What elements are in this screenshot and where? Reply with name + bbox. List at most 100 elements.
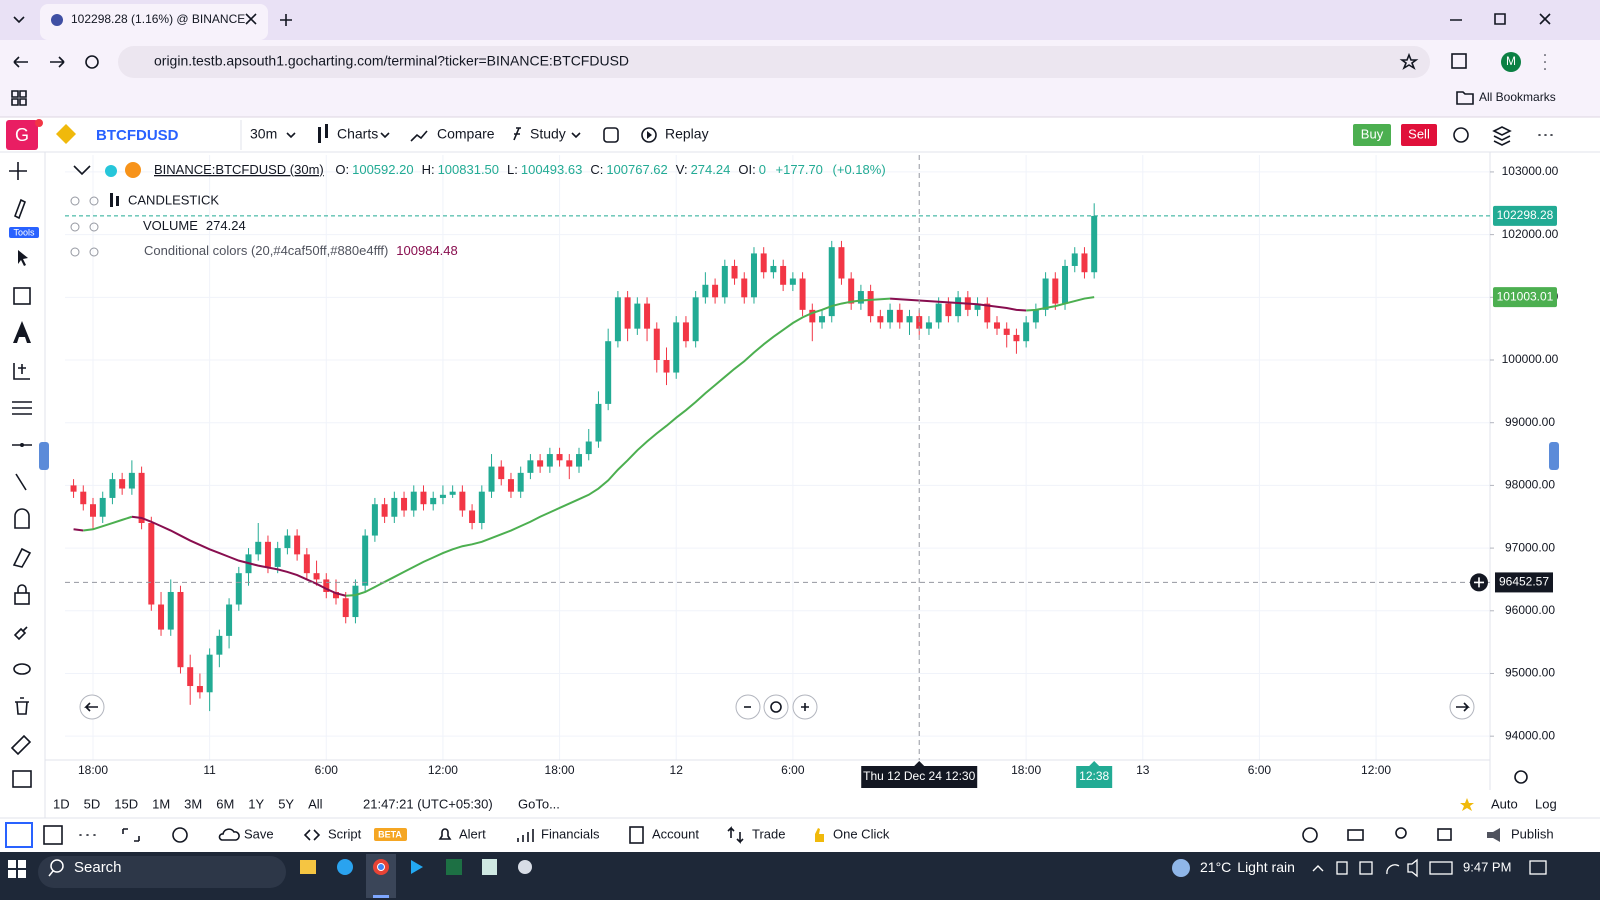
menu-charts[interactable]: Charts [337, 126, 378, 142]
address-bar[interactable] [118, 46, 1430, 78]
tool-lock[interactable] [14, 592, 30, 605]
tool-manage[interactable] [12, 770, 32, 788]
range-button[interactable]: 1Y [248, 796, 264, 811]
app-logo[interactable] [6, 120, 38, 150]
zoom-reset[interactable] [763, 694, 789, 720]
app-excel[interactable] [446, 859, 462, 875]
layers[interactable] [1492, 126, 1512, 146]
app-vscode[interactable] [411, 860, 423, 874]
range-button[interactable]: 1D [53, 796, 70, 811]
tool-ruler[interactable] [10, 734, 32, 756]
help[interactable] [1302, 827, 1318, 843]
candle-body [89, 504, 96, 517]
legend-symbol[interactable]: BINANCE:BTCFDUSD (30m) [154, 162, 324, 177]
tool-ray[interactable] [15, 473, 27, 491]
tool-rect[interactable] [13, 287, 31, 305]
menu-study[interactable]: Study [530, 126, 566, 142]
reload[interactable] [85, 55, 99, 69]
ideas[interactable] [1395, 827, 1407, 839]
footer-account[interactable]: Account [652, 826, 699, 841]
range-button[interactable]: 1M [152, 796, 170, 811]
candle-body [449, 491, 456, 495]
range-button[interactable]: 6M [216, 796, 234, 811]
window-controls[interactable] [1450, 13, 1551, 25]
extensions[interactable] [1451, 53, 1467, 69]
left-collapse[interactable] [39, 442, 49, 470]
study-icon [513, 127, 521, 141]
start[interactable] [8, 860, 26, 878]
candle-body [634, 303, 641, 329]
tool-link[interactable] [13, 626, 28, 641]
video[interactable] [1437, 828, 1452, 841]
apps[interactable] [11, 90, 27, 106]
tab-close[interactable] [245, 13, 257, 25]
range-button[interactable]: 15D [114, 796, 138, 811]
footer-financials[interactable]: Financials [541, 826, 600, 841]
footer-one-click[interactable]: One Click [833, 826, 890, 841]
nav-buttons[interactable] [13, 56, 65, 68]
tool-pencil[interactable] [12, 547, 32, 568]
snapshot-icon[interactable] [603, 127, 619, 143]
log-scale[interactable]: Log [1535, 796, 1557, 811]
tools-badge [9, 227, 39, 238]
notifications[interactable] [1529, 860, 1547, 875]
app-explorer[interactable] [300, 860, 316, 874]
all-bookmarks[interactable]: All Bookmarks [1479, 90, 1556, 104]
footer-script[interactable]: Script [328, 826, 362, 841]
new-tab[interactable] [280, 14, 292, 26]
legend-collapse[interactable] [73, 165, 91, 176]
search-box[interactable] [38, 856, 286, 888]
tool-eye[interactable] [13, 663, 31, 675]
buy-button[interactable] [1353, 124, 1391, 146]
tool-cursor[interactable] [18, 250, 28, 266]
clock[interactable]: 9:47 PM [1463, 859, 1511, 874]
theme[interactable] [172, 827, 188, 843]
tool-text[interactable] [13, 321, 31, 343]
tool-trash[interactable] [15, 697, 29, 715]
menu-compare[interactable]: Compare [437, 126, 495, 142]
range-button[interactable]: 5D [84, 796, 101, 811]
right-collapse[interactable] [1549, 442, 1559, 470]
footer-alert[interactable]: Alert [459, 826, 486, 841]
goto[interactable]: GoTo... [518, 796, 560, 811]
auto-scale[interactable]: Auto [1491, 796, 1518, 811]
footer-publish[interactable]: Publish [1511, 826, 1554, 841]
tab-menu[interactable] [13, 16, 25, 24]
range-button[interactable]: 5Y [278, 796, 294, 811]
tool-cross[interactable] [9, 162, 27, 180]
settings[interactable] [1453, 127, 1469, 143]
favorite[interactable] [1460, 798, 1474, 811]
app-paint[interactable] [518, 860, 532, 874]
sell-button[interactable] [1401, 124, 1437, 146]
keyboard[interactable] [1347, 829, 1364, 841]
last-price-tag [1493, 205, 1557, 226]
fullscreen[interactable] [122, 828, 140, 842]
footer-trade[interactable]: Trade [752, 826, 785, 841]
layout-split[interactable] [43, 825, 63, 845]
profile[interactable] [1501, 52, 1521, 72]
tool-fib[interactable] [13, 363, 30, 380]
weather[interactable]: 21°C Light rain [1200, 859, 1295, 875]
tool-magnet[interactable] [14, 508, 30, 529]
active-tab[interactable] [40, 4, 268, 40]
symbol[interactable]: BTCFDUSD [96, 127, 179, 144]
indicator-controls[interactable] [70, 196, 99, 257]
tray-expand[interactable] [1312, 865, 1324, 872]
candle-body [585, 441, 592, 455]
range-button[interactable]: 3M [184, 796, 202, 811]
footer-save[interactable]: Save [244, 826, 274, 841]
candle-body [955, 297, 962, 317]
folder-icon [1456, 91, 1474, 105]
range-button[interactable]: All [308, 796, 323, 811]
app-edge[interactable] [337, 859, 353, 875]
tray-icons[interactable] [1336, 858, 1453, 878]
interval[interactable]: 30m [250, 126, 277, 142]
tool-brush[interactable] [13, 198, 27, 220]
menu-replay[interactable]: Replay [665, 126, 709, 142]
axis-settings[interactable] [1514, 770, 1528, 784]
candle-body [352, 585, 359, 618]
layout-single[interactable] [5, 822, 33, 848]
app-notepad[interactable] [482, 859, 497, 875]
star[interactable] [1399, 52, 1419, 70]
tool-lines[interactable] [12, 401, 32, 415]
